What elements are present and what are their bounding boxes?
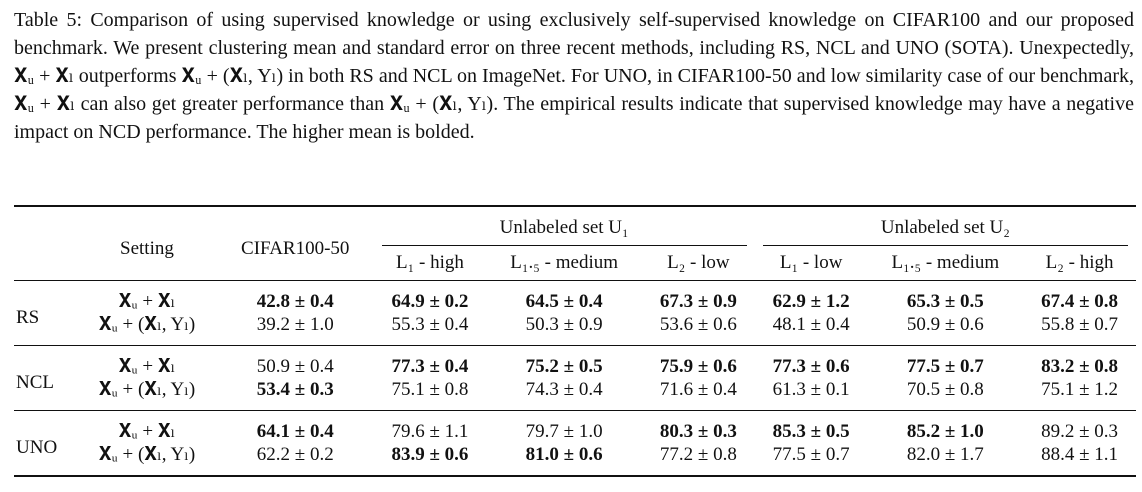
- result-cell: 61.3 ± 0.1: [772, 378, 850, 400]
- result-cell: 77.5 ± 0.7: [772, 443, 850, 465]
- result-cell: 64.9 ± 0.2: [373, 280, 487, 313]
- result-cell: 48.1 ± 0.4: [772, 313, 850, 335]
- result-cell: 71.6 ± 0.4: [659, 378, 737, 400]
- setting-label: 𝐗ᵤ + (𝐗ₗ, Yₗ): [98, 379, 196, 400]
- subcolumn-header: L₁ - low: [779, 252, 843, 273]
- result-cell: 77.3 ± 0.4: [373, 345, 487, 378]
- result-cell: 67.4 ± 0.8: [1023, 280, 1136, 313]
- result-cell: 77.2 ± 0.8: [659, 443, 737, 465]
- method-label: RS: [14, 280, 77, 346]
- group-header: Unlabeled set U₂: [755, 206, 1136, 246]
- result-cell: 62.2 ± 0.2: [256, 443, 334, 465]
- result-cell: 75.2 ± 0.5: [486, 345, 642, 378]
- result-cell: 81.0 ± 0.6: [525, 443, 603, 465]
- subcolumn-header: L₁ - high: [396, 252, 464, 273]
- setting-label: 𝐗ᵤ + 𝐗ₗ: [76, 410, 217, 443]
- data-row: UNO 𝐗ᵤ + 𝐗ₗ 64.1 ± 0.4 79.6 ± 1.1 79.7 ± 1.0…: [14, 410, 1136, 476]
- group-label: Unlabeled set U₁: [381, 217, 747, 246]
- subcolumn-header: L₂ - high: [1045, 252, 1114, 273]
- result-cell: 55.8 ± 0.7: [1041, 313, 1119, 335]
- result-cell: 89.2 ± 0.3: [1023, 410, 1136, 443]
- result-cell: 79.6 ± 1.1: [373, 410, 487, 443]
- header-row: Setting CIFAR100-50 Unlabeled set U₁ Unl…: [14, 206, 1136, 259]
- group-label: Unlabeled set U₂: [762, 217, 1128, 246]
- result-cell: 74.3 ± 0.4: [525, 378, 603, 400]
- data-row: RS 𝐗ᵤ + 𝐗ₗ 42.8 ± 0.4 64.9 ± 0.2 64.5 ± 0.4 6…: [14, 280, 1136, 346]
- setting-label: 𝐗ᵤ + 𝐗ₗ: [76, 280, 217, 313]
- result-cell: 42.8 ± 0.4: [216, 280, 374, 313]
- result-cell: 88.4 ± 1.1: [1041, 443, 1119, 465]
- result-cell: 70.5 ± 0.8: [906, 378, 984, 400]
- results-table: Setting CIFAR100-50 Unlabeled set U₁ Unl…: [14, 205, 1136, 477]
- setting-label: 𝐗ᵤ + 𝐗ₗ: [76, 345, 217, 378]
- result-cell: 67.3 ± 0.9: [641, 280, 755, 313]
- table-body: RS 𝐗ᵤ + 𝐗ₗ 42.8 ± 0.4 64.9 ± 0.2 64.5 ± 0.4 6…: [14, 280, 1136, 476]
- subcolumn-header: L₁.₅ - medium: [891, 252, 1000, 273]
- method-label: UNO: [14, 410, 77, 476]
- result-cell: 82.0 ± 1.7: [906, 443, 984, 465]
- data-row: 𝐗ᵤ + (𝐗ₗ, Yₗ) 62.2 ± 0.2 83.9 ± 0.6 81.0 ± …: [14, 443, 1136, 476]
- result-cell: 62.9 ± 1.2: [754, 280, 868, 313]
- result-cell: 55.3 ± 0.4: [391, 313, 469, 335]
- result-cell: 75.1 ± 1.2: [1041, 378, 1119, 400]
- result-cell: 64.1 ± 0.4: [216, 410, 374, 443]
- result-cell: 83.2 ± 0.8: [1023, 345, 1136, 378]
- result-cell: 53.6 ± 0.6: [659, 313, 737, 335]
- cifar-header: CIFAR100-50: [241, 237, 350, 259]
- group-header: Unlabeled set U₁: [374, 206, 755, 246]
- method-label: NCL: [14, 345, 77, 411]
- result-cell: 75.1 ± 0.8: [391, 378, 469, 400]
- result-cell: 79.7 ± 1.0: [486, 410, 642, 443]
- setting-label: 𝐗ᵤ + (𝐗ₗ, Yₗ): [98, 444, 196, 465]
- result-cell: 77.3 ± 0.6: [754, 345, 868, 378]
- result-cell: 75.9 ± 0.6: [641, 345, 755, 378]
- subheader-row: L₁ - high L₁.₅ - medium L₂ - low L₁ - low L₁…: [14, 246, 1136, 281]
- result-cell: 50.3 ± 0.9: [525, 313, 603, 335]
- subcolumn-header: L₁.₅ - medium: [510, 252, 618, 273]
- blank-header: [14, 206, 77, 281]
- result-cell: 50.9 ± 0.6: [906, 313, 984, 335]
- result-cell: 77.5 ± 0.7: [867, 345, 1024, 378]
- result-cell: 83.9 ± 0.6: [391, 443, 469, 465]
- result-cell: 85.2 ± 1.0: [867, 410, 1024, 443]
- result-cell: 65.3 ± 0.5: [867, 280, 1024, 313]
- data-row: 𝐗ᵤ + (𝐗ₗ, Yₗ) 53.4 ± 0.3 75.1 ± 0.8 74.3 ± …: [14, 378, 1136, 411]
- data-row: NCL 𝐗ᵤ + 𝐗ₗ 50.9 ± 0.4 77.3 ± 0.4 75.2 ± 0.5…: [14, 345, 1136, 411]
- table-caption: Table 5: Comparison of using supervised …: [14, 9, 1134, 143]
- setting-label: 𝐗ᵤ + (𝐗ₗ, Yₗ): [98, 314, 196, 335]
- result-cell: 39.2 ± 1.0: [256, 313, 334, 335]
- result-cell: 53.4 ± 0.3: [256, 378, 334, 400]
- data-row: 𝐗ᵤ + (𝐗ₗ, Yₗ) 39.2 ± 1.0 55.3 ± 0.4 50.3 ± …: [14, 313, 1136, 346]
- subcolumn-header: L₂ - low: [667, 252, 730, 273]
- result-cell: 50.9 ± 0.4: [216, 345, 374, 378]
- result-cell: 85.3 ± 0.5: [754, 410, 868, 443]
- setting-header: Setting: [120, 237, 174, 259]
- result-cell: 80.3 ± 0.3: [641, 410, 755, 443]
- result-cell: 64.5 ± 0.4: [486, 280, 642, 313]
